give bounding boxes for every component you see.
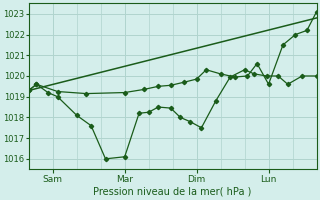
X-axis label: Pression niveau de la mer( hPa ): Pression niveau de la mer( hPa ) — [93, 187, 252, 197]
